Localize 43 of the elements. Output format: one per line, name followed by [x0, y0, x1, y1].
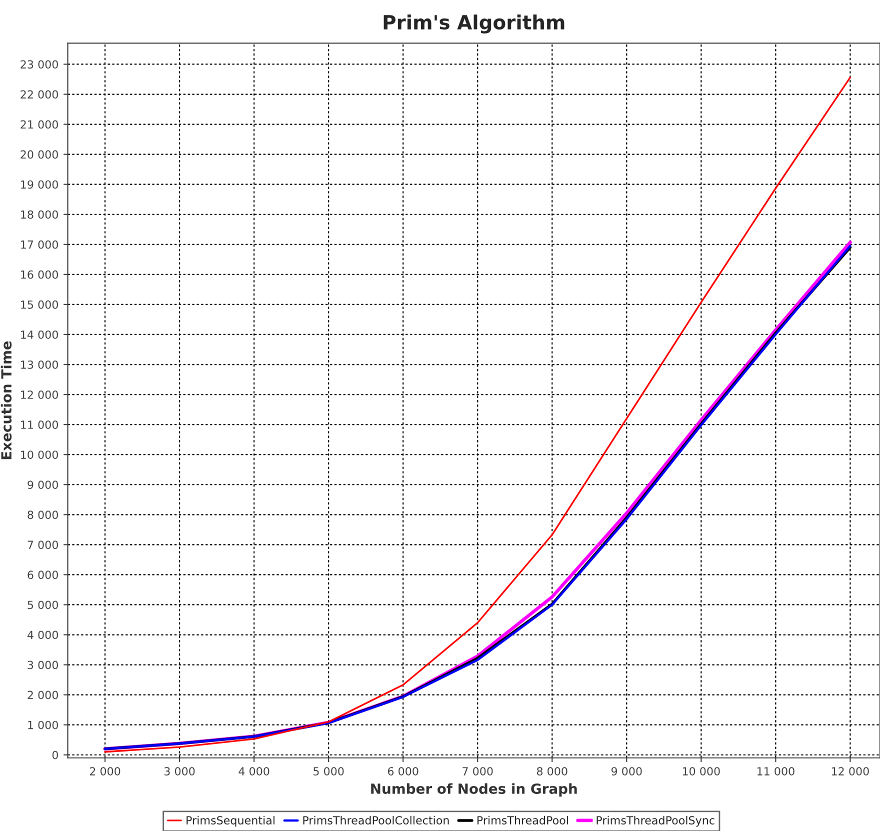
y-tick-label: 2 000 [28, 690, 58, 700]
legend-label: PrimsThreadPoolSync [596, 816, 714, 827]
x-tick-label: 9 000 [611, 767, 642, 776]
x-tick-label: 10 000 [682, 767, 720, 776]
x-tick-label: 4 000 [238, 767, 270, 776]
x-tick-label: 12 000 [832, 767, 869, 776]
legend-label: PrimsSequential [186, 816, 274, 827]
y-tick-label: 5 000 [28, 600, 58, 610]
y-tick-label: 20 000 [20, 150, 58, 159]
y-tick-label: 16 000 [21, 270, 58, 279]
y-tick-label: 18 000 [21, 210, 58, 219]
line-series [104, 76, 852, 753]
x-tick-label: 2 000 [90, 767, 120, 776]
y-tick-label: 7 000 [28, 540, 58, 550]
y-tick-label: 23 000 [20, 60, 58, 69]
x-tick-label: 3 000 [164, 767, 195, 776]
y-tick-label: 17 000 [21, 240, 58, 249]
y-tick-label: 6 000 [28, 570, 58, 580]
y-tick-label: 12 000 [21, 390, 58, 399]
y-tick-label: 13 000 [21, 360, 58, 369]
y-tick-label: 11 000 [21, 420, 58, 429]
legend-label: PrimsThreadPoolCollection [303, 816, 449, 825]
y-tick-label: 0 [52, 750, 58, 760]
x-tick-label: 6 000 [388, 767, 418, 776]
y-tick-label: 3 000 [28, 660, 58, 670]
y-tick-label: 19 000 [21, 180, 58, 189]
y-tick-label: 10 000 [21, 450, 58, 459]
x-tick-label: 5 000 [314, 767, 344, 776]
y-tick-label: 8 000 [28, 510, 58, 520]
y-tick-label: 15 000 [21, 300, 58, 309]
chart-title: Prim's Algorithm [384, 14, 564, 34]
y-axis-title: Execution Time [0, 341, 12, 460]
y-tick-label: 22 000 [20, 90, 58, 99]
x-tick-label: 7 000 [462, 767, 493, 776]
y-tick-label: 14 000 [21, 330, 58, 339]
x-tick-label: 11 000 [757, 767, 794, 776]
legend-label: PrimsThreadPool [477, 816, 568, 825]
y-tick-label: 1 000 [28, 720, 58, 730]
y-tick-label: 21 000 [20, 120, 58, 129]
x-axis-title: Number of Nodes in Graph [371, 783, 577, 797]
y-tick-label: 4 000 [27, 630, 58, 640]
x-tick-label: 8 000 [536, 767, 568, 776]
y-tick-label: 9 000 [28, 480, 58, 489]
